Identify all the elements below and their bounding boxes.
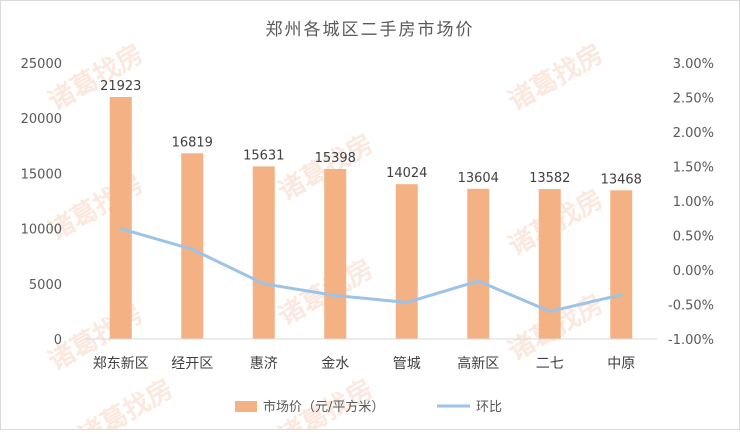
- right-axis-tick-label: 2.50%: [673, 92, 714, 107]
- x-axis-tick-label: 金水: [321, 356, 349, 372]
- legend-swatch-bar: [235, 401, 257, 412]
- x-axis-tick-label: 中原: [607, 356, 635, 372]
- right-axis: -1.00% -0.50% 0.00% 0.50% 1.00% 1.50% 2.00% 2.5…: [668, 57, 714, 348]
- bar: [252, 166, 275, 339]
- bar-data-label: 13468: [601, 172, 642, 187]
- line-point: [119, 227, 123, 231]
- bar: [109, 96, 132, 339]
- left-axis-tick-label: 20000: [21, 112, 62, 127]
- line-point: [548, 309, 552, 313]
- line-path: [119, 227, 623, 313]
- bar: [395, 184, 418, 339]
- left-axis-tick-label: 15000: [21, 167, 62, 182]
- bar: [610, 190, 633, 339]
- x-axis-tick-label: 郑东新区: [93, 356, 149, 372]
- bar: [181, 153, 204, 339]
- right-axis-tick-label: 2.00%: [673, 126, 714, 141]
- x-axis-tick-label: 经开区: [171, 356, 213, 372]
- line-series: [119, 227, 623, 313]
- legend-label-bar: 市场价（元/平方米）: [263, 399, 384, 415]
- left-axis-tick-label: 10000: [21, 223, 62, 238]
- right-axis-tick-label: 3.00%: [673, 57, 714, 72]
- x-axis: 郑东新区 经开区 惠济 金水 管城 高新区 二七 中原: [85, 338, 657, 372]
- bar-data-label: 15398: [315, 151, 356, 166]
- bar-data-label: 13582: [529, 171, 570, 186]
- right-axis-tick-label: 0.50%: [673, 230, 714, 245]
- line-point: [476, 279, 480, 283]
- x-axis-tick-label: 二七: [536, 356, 564, 372]
- bar-data-label: 13604: [458, 171, 499, 186]
- bar-data-label: 15631: [243, 148, 284, 163]
- legend-label-line: 环比: [476, 400, 502, 415]
- bar: [538, 189, 561, 339]
- line-point: [333, 294, 337, 298]
- right-axis-tick-label: 1.00%: [673, 195, 714, 210]
- x-axis-tick-label: 惠济: [250, 356, 278, 372]
- line-point: [619, 293, 623, 297]
- right-axis-tick-label: 1.50%: [673, 161, 714, 176]
- right-axis-tick-label: -0.50%: [668, 299, 714, 314]
- line-point: [190, 247, 194, 251]
- bar-data-labels: 21923 16819 15631 15398 14024 13604 13582 13468: [100, 79, 642, 187]
- right-axis-tick-label: -1.00%: [668, 333, 714, 348]
- x-axis-tick-label: 管城: [393, 356, 421, 372]
- left-axis-tick-label: 5000: [29, 278, 62, 293]
- left-axis-tick-label: 25000: [21, 57, 62, 72]
- bar: [324, 169, 347, 339]
- right-axis-tick-label: 0.00%: [673, 264, 714, 279]
- left-axis-tick-label: 0: [54, 333, 62, 348]
- bar-data-label: 21923: [100, 79, 141, 94]
- chart-title: 郑州各城区二手房市场价: [266, 20, 475, 40]
- left-axis: 0 5000 10000 15000 20000 25000: [21, 57, 62, 348]
- line-point: [262, 282, 266, 286]
- line-point: [405, 300, 409, 304]
- bar: [467, 188, 490, 339]
- legend: 市场价（元/平方米） 环比: [235, 399, 502, 415]
- bar-data-label: 16819: [172, 135, 213, 150]
- bar-data-label: 14024: [386, 166, 427, 181]
- x-axis-tick-label: 高新区: [457, 355, 499, 372]
